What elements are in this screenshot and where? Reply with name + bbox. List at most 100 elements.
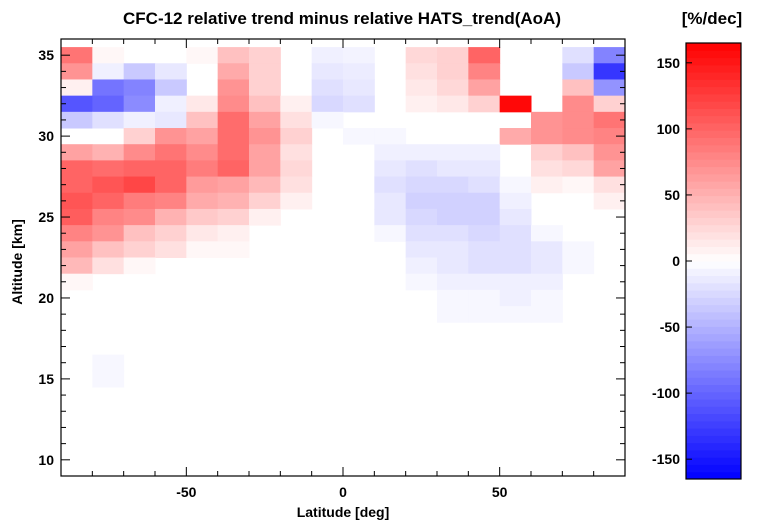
x-tick-label: -50: [176, 484, 196, 500]
heatmap-cell: [92, 192, 125, 210]
heatmap-cell: [249, 47, 281, 64]
heatmap-cell: [61, 208, 93, 226]
heatmap-cell: [374, 160, 407, 178]
heatmap-cell: [249, 192, 281, 210]
heatmap-cell: [437, 95, 469, 113]
heatmap-cell: [311, 47, 344, 64]
heatmap-cell: [249, 176, 281, 194]
heatmap-cell: [593, 95, 626, 113]
heatmap-cell: [499, 306, 532, 323]
colorbar-band: [686, 137, 741, 146]
heatmap-cell: [531, 176, 563, 194]
heatmap-cell: [437, 306, 469, 323]
colorbar-band: [686, 435, 741, 444]
colorbar-band: [686, 413, 741, 422]
y-axis-label: Altitude [km]: [9, 219, 25, 305]
colorbar-band: [686, 115, 741, 124]
y-tick-label: 20: [38, 290, 54, 306]
heatmap-cell: [374, 192, 407, 210]
colorbar-band: [686, 253, 741, 262]
colorbar-band: [686, 64, 741, 73]
heatmap-cell: [437, 241, 469, 258]
colorbar-band: [686, 130, 741, 138]
heatmap-cell: [311, 95, 344, 113]
colorbar-band: [686, 399, 741, 407]
heatmap-cell: [217, 47, 250, 64]
y-tick-label: 15: [38, 371, 54, 387]
heatmap-cell: [155, 144, 187, 161]
heatmap-cell: [186, 192, 219, 210]
heatmap-cell: [61, 95, 93, 113]
x-axis-ticks: -50 0 50: [91, 39, 595, 500]
colorbar-tick-label: 0: [672, 253, 680, 269]
heatmap-cell: [437, 225, 469, 242]
heatmap-cell: [92, 160, 125, 178]
heatmap-cell: [92, 144, 125, 161]
heatmap-cell: [311, 111, 344, 129]
heatmap-cell: [468, 289, 501, 307]
heatmap-cell: [593, 47, 626, 64]
heatmap-cell: [437, 192, 469, 210]
colorbar-band: [686, 297, 741, 306]
heatmap-cell: [123, 192, 156, 210]
heatmap-cell: [123, 257, 156, 275]
heatmap-cell: [468, 63, 501, 80]
heatmap-cell: [499, 128, 532, 145]
heatmap-cell: [186, 241, 219, 258]
heatmap-cell: [123, 208, 156, 226]
heatmap-cell: [374, 208, 407, 226]
heatmap-cell: [468, 257, 501, 275]
x-tick-label: 50: [492, 484, 508, 500]
heatmap-cell: [437, 289, 469, 307]
heatmap-cell: [405, 79, 438, 97]
heatmap-cell: [186, 128, 219, 145]
colorbar-band: [686, 290, 741, 298]
heatmap-cell: [593, 128, 626, 145]
colorbar-tick-label: 50: [664, 187, 680, 203]
heatmap-cell: [437, 144, 469, 161]
heatmap-cell: [217, 160, 250, 178]
heatmap-cell: [92, 208, 125, 226]
colorbar-band: [686, 122, 741, 131]
heatmap-cell: [217, 79, 250, 97]
heatmap-cell: [531, 160, 563, 178]
colorbar-band: [686, 442, 741, 451]
heatmap-cell: [92, 370, 125, 388]
heatmap-cell: [531, 257, 563, 275]
heatmap-cell: [562, 257, 595, 275]
heatmap-cell: [468, 160, 501, 178]
colorbar-tick-label: -50: [660, 319, 680, 335]
heatmap-cell: [531, 111, 563, 129]
heatmap-cell: [217, 208, 250, 226]
heatmap-cell: [123, 225, 156, 242]
heatmap-cell: [123, 111, 156, 129]
colorbar-band: [686, 224, 741, 233]
heatmap-cell: [217, 128, 250, 145]
heatmap-cell: [61, 241, 93, 258]
colorbar-band: [686, 471, 741, 480]
colorbar-band: [686, 319, 741, 327]
heatmap-cell: [531, 241, 563, 258]
heatmap-cell: [374, 128, 407, 145]
colorbar-band: [686, 195, 741, 204]
heatmap-cell: [531, 225, 563, 242]
heatmap-cell: [155, 79, 187, 97]
heatmap-cell: [249, 160, 281, 178]
heatmap-cell: [123, 144, 156, 161]
heatmap-cell: [61, 192, 93, 210]
colorbar-band: [686, 282, 741, 291]
colorbar-band: [686, 268, 741, 277]
colorbar-band: [686, 304, 741, 313]
heatmap-cell: [155, 128, 187, 145]
heatmap-cell: [123, 128, 156, 145]
heatmap-cells: [61, 47, 626, 388]
colorbar-band: [686, 108, 741, 117]
heatmap-cell: [280, 128, 313, 145]
heatmap-cell: [499, 225, 532, 242]
heatmap-cell: [217, 63, 250, 80]
heatmap-cell: [468, 192, 501, 210]
heatmap-cell: [155, 160, 187, 178]
heatmap-cell: [61, 160, 93, 178]
heatmap-cell: [374, 144, 407, 161]
colorbar-band: [686, 72, 741, 80]
